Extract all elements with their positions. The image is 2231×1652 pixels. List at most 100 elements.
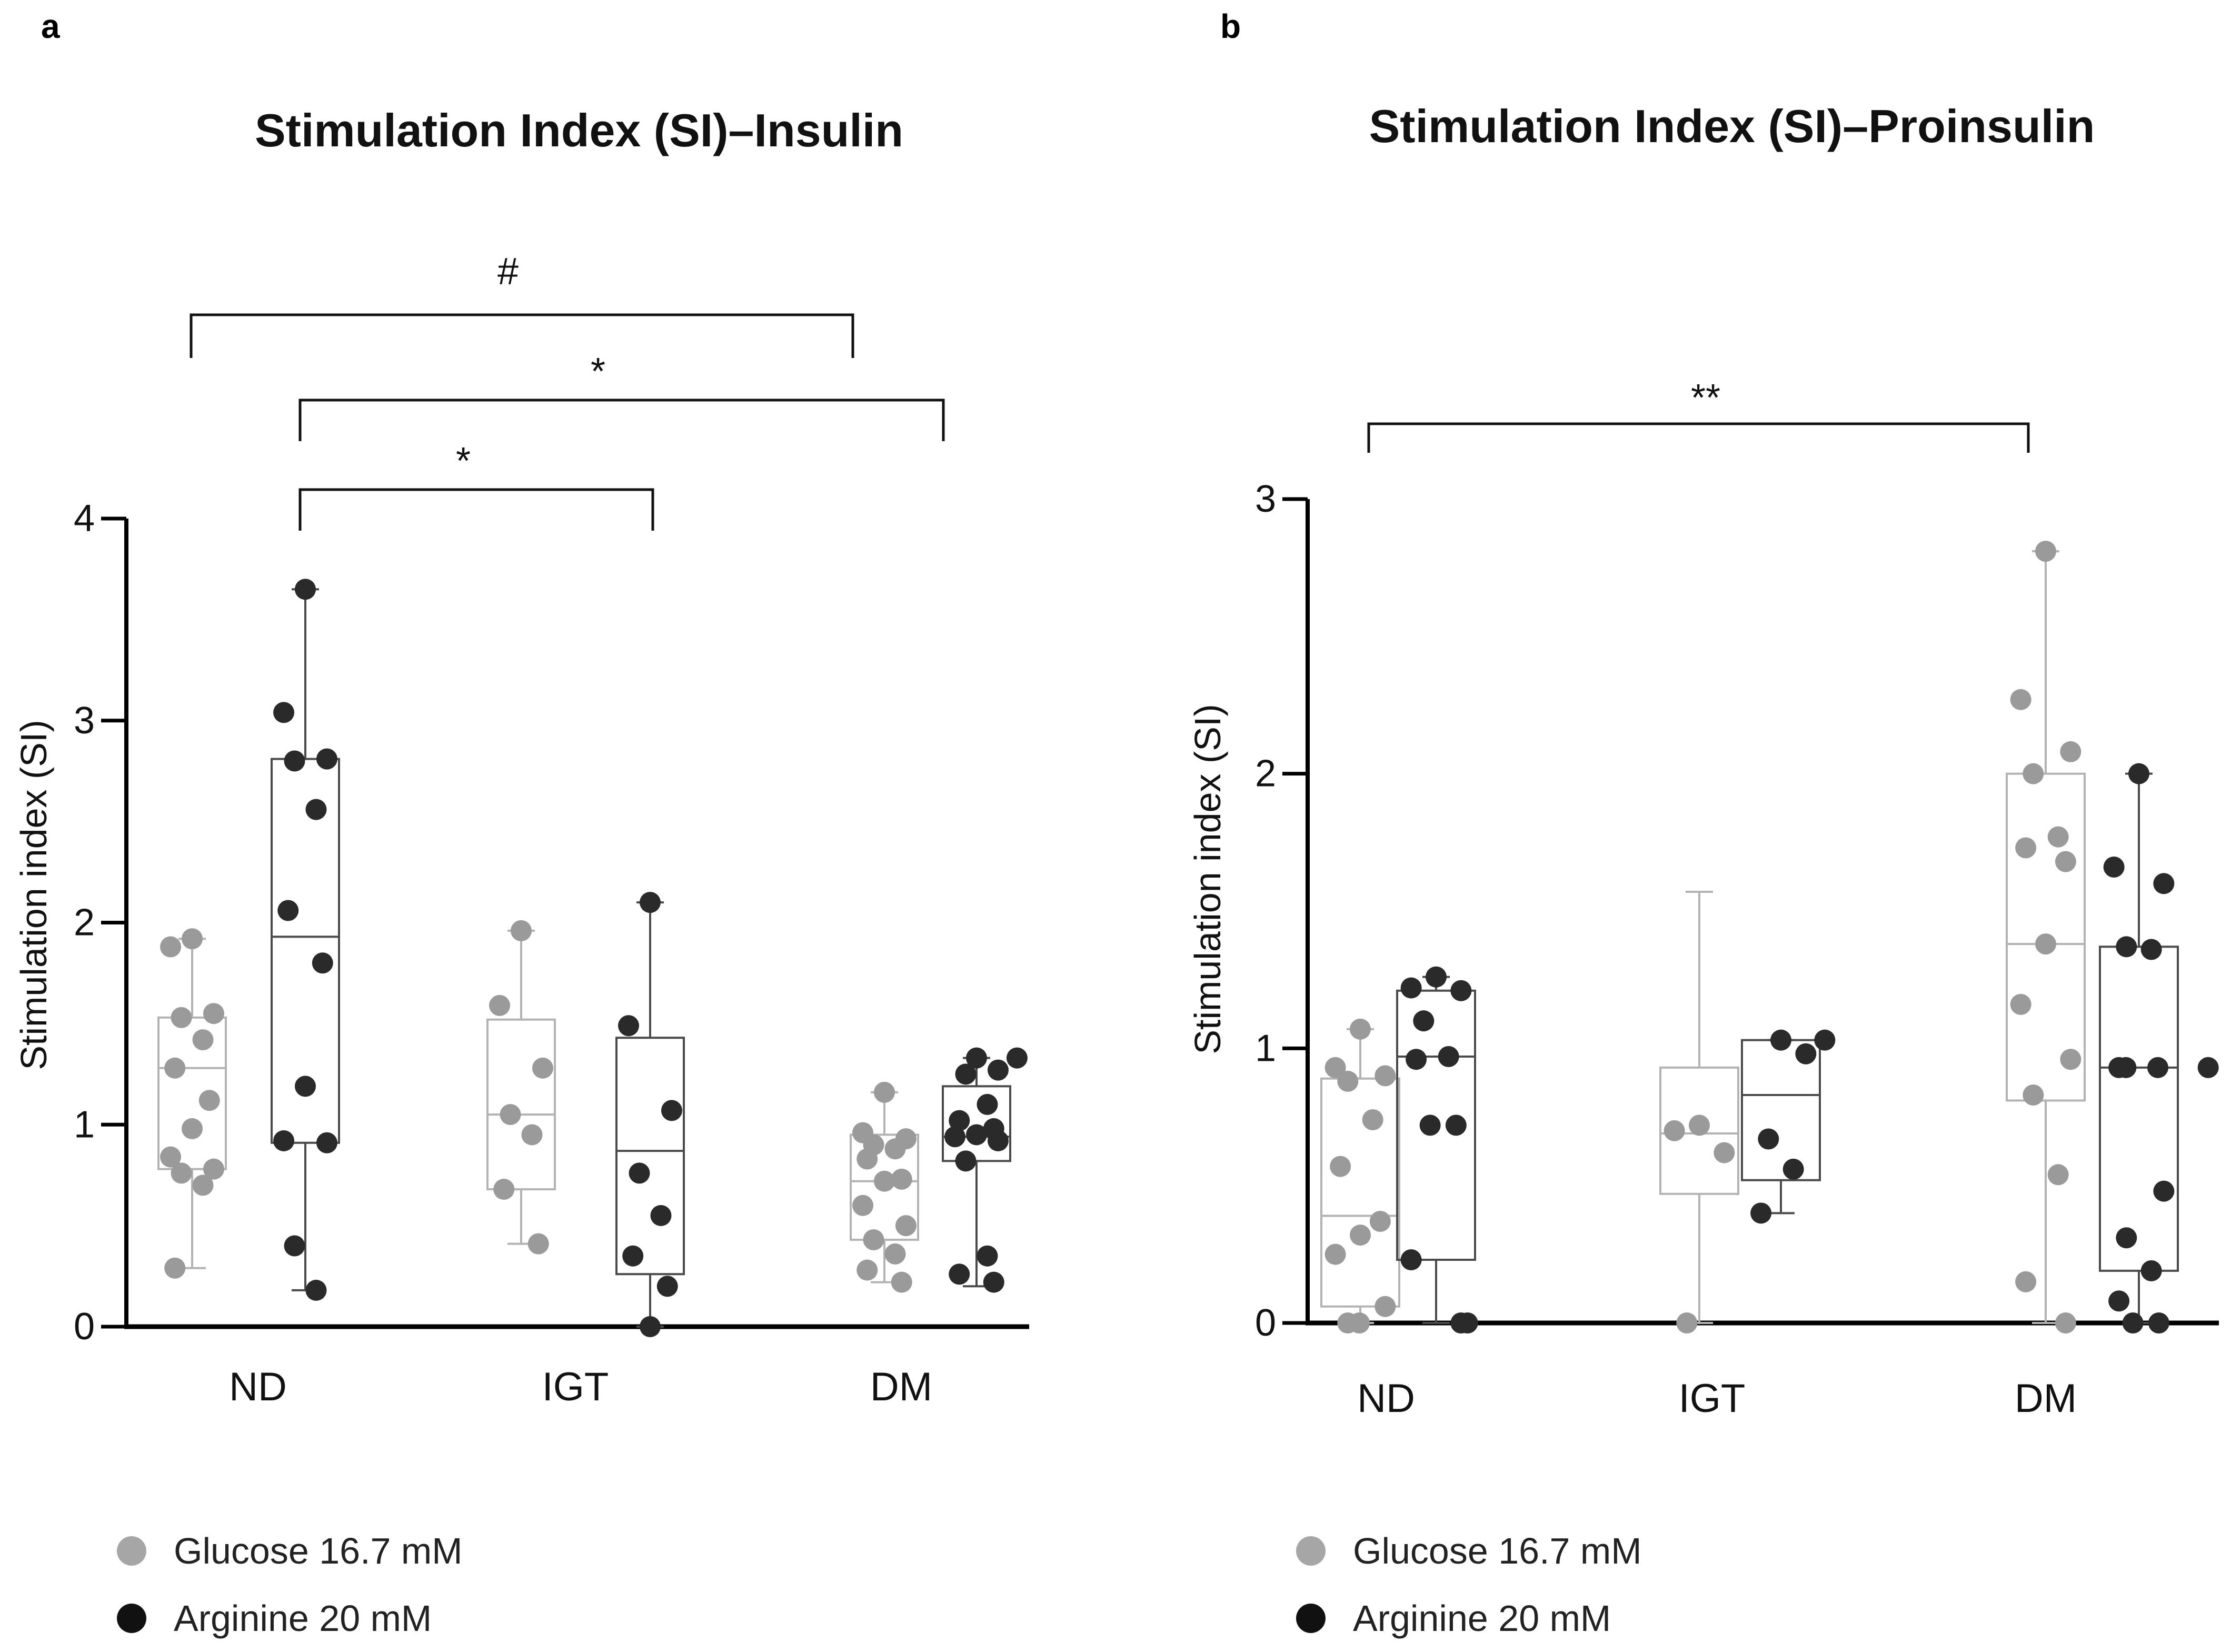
chart-b-nd-arginine-point [1400,1249,1422,1271]
chart-b-igt-arginine-point [1795,1043,1817,1064]
chart-b-nd-glucose-point [1330,1156,1351,1177]
chart-b-dm-glucose-point [2060,1049,2081,1070]
chart-a-dm-arginine-box [942,1085,1011,1162]
chart-a-nd-glucose-point [171,1162,192,1184]
chart-a-dm-glucose-point [891,1271,912,1293]
chart-a-igt-glucose-point [532,1057,553,1079]
chart-b-dm-arginine-point [2108,1290,2130,1312]
chart-a-ytick-label-0: 0 [74,1306,95,1348]
chart-b-ytick-label-1: 1 [1255,1027,1276,1069]
chart-b-nd-glucose-point [1349,1312,1370,1333]
chart-a-dm-arginine-point [977,1093,998,1115]
chart-b-nd-glucose-point [1375,1065,1396,1087]
chart-a-dm-arginine-point [955,1150,977,1172]
chart-a-igt-arginine-point [640,1316,661,1337]
chart-a-sig-label-2: * [456,440,471,482]
chart-b-nd-arginine-box [1396,989,1476,1261]
chart-b-title: Stimulation Index (SI)–Proinsulin [1369,100,2095,152]
chart-b-ytick-label-3: 3 [1255,478,1276,520]
legend-b-glucose-label: Glucose 16.7 mM [1353,1530,1642,1571]
chart-a-dm-glucose-point [884,1138,906,1160]
chart-b-igt-arginine-point [1782,1158,1804,1180]
chart-b-dm-glucose-point [2015,837,2037,859]
chart-a-nd-arginine-point [273,1130,295,1151]
chart-a-nd-glucose-point [171,1007,192,1028]
legend-b-arginine-marker [1296,1604,1326,1633]
chart-a-nd-glucose-point [182,928,203,950]
chart-a-nd-glucose-point [164,1257,186,1279]
chart-b-dm-arginine-point [2115,1057,2137,1078]
chart-a-category-nd: ND [229,1365,287,1409]
chart-a-title: Stimulation Index (SI)–Insulin [255,104,903,156]
chart-b-dm-glucose-point [2055,851,2076,872]
chart-a-igt-arginine-point [629,1162,650,1184]
chart-b-nd-glucose-point [1375,1296,1396,1317]
chart-b-igt-glucose-box [1659,1066,1739,1195]
chart-a-nd-arginine-point [305,1279,327,1301]
chart-b-nd-glucose-point [1350,1018,1371,1040]
chart-a-sig-bracket-0 [190,313,854,358]
chart-b-dm-arginine-point [2116,1227,2137,1249]
chart-a-nd-arginine-point [277,900,299,921]
chart-a-nd-arginine-point [316,1132,337,1153]
chart-b-igt-arginine-point [1814,1029,1836,1051]
chart-b-nd-glucose-point [1350,1225,1371,1246]
chart-a-nd-glucose-point [192,1175,214,1196]
chart-b-dm-glucose-point [2010,993,2031,1015]
chart-a-dm-glucose-point [884,1243,906,1265]
chart-b-dm-glucose-point [2060,741,2081,762]
chart-a-sig-bracket-1 [298,399,945,441]
chart-a-nd-glucose-point [182,1118,203,1139]
chart-b-nd-glucose-point [1369,1210,1391,1232]
chart-a-dm-glucose-point [874,1081,895,1103]
chart-a-nd-arginine-point [305,799,327,820]
chart-b-dm-arginine-point [2122,1312,2144,1333]
legend-a: Glucose 16.7 mM Arginine 20 mM [117,1530,463,1639]
chart-a-igt-glucose-point [527,1233,549,1255]
chart-a-igt-arginine-box [615,1037,685,1276]
chart-a-sig-label-0: # [497,251,519,293]
chart-a-igt-glucose-point [511,920,532,941]
chart-b-nd-arginine-point [1450,980,1472,1001]
chart-a-nd-glucose-point [203,1003,224,1024]
chart-b-nd-arginine-point [1413,1010,1435,1032]
chart-b-ytick-label-2: 2 [1255,753,1276,795]
chart-a-nd-glucose-point [164,1057,186,1079]
chart-b-category-nd: ND [1357,1376,1415,1421]
chart-b-igt-arginine-point [1758,1128,1779,1150]
chart-b-dm-glucose-point [2047,1164,2069,1186]
chart-a-dm-arginine-point [977,1245,998,1267]
chart-b-nd-arginine-point [1419,1114,1441,1136]
chart-a-nd-arginine-point [312,952,333,974]
chart-b-igt-arginine-point [1770,1029,1791,1051]
chart-a-nd-arginine-point [284,750,305,772]
chart-a-dm-arginine-point [949,1110,970,1131]
chart-a-dm-arginine-point [966,1124,987,1146]
chart-a-ylabel: Stimulation index (SI) [13,720,54,1070]
chart-a-igt-glucose-point [489,994,511,1016]
chart-b-igt-glucose-point [1714,1142,1735,1163]
legend-a-arginine-marker [117,1604,146,1633]
chart-b-igt-arginine-point [1750,1202,1772,1224]
chart-b-dm-arginine-point [2128,763,2149,784]
chart-b-dm-glucose-point [2023,1084,2044,1106]
chart-a-nd-arginine-box [271,758,340,1144]
chart-b-nd-glucose-point [1362,1109,1383,1130]
chart-b-dm-arginine-point [2197,1057,2219,1078]
chart-a-dm-arginine-point [955,1063,977,1085]
chart-b-igt-glucose-point [1676,1312,1698,1333]
chart-a-nd-glucose-point [160,936,182,958]
legend-a-glucose-marker [117,1536,146,1566]
chart-a-dm-glucose-point [895,1215,917,1237]
chart-a-dm-glucose-point [863,1229,884,1250]
chart-b-nd-arginine-point [1457,1312,1478,1333]
chart-b-category-igt: IGT [1679,1376,1746,1421]
chart-a-nd-glucose-box [157,1016,227,1170]
chart-a-dm-arginine-point [987,1130,1009,1151]
chart-a-ytick-label-3: 3 [74,700,95,742]
chart-a-dm-glucose-point [852,1195,874,1216]
panel-letter-b: b [1220,7,1241,45]
chart-b-dm-arginine-point [2148,1312,2169,1333]
chart-a-dm-arginine-point [944,1126,966,1148]
